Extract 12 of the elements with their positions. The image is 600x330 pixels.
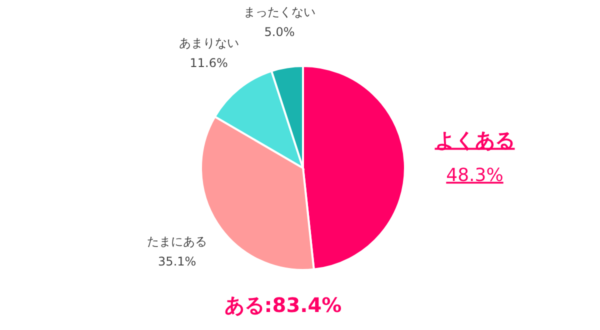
slice-label: たまにある xyxy=(147,234,208,249)
data-label: 35.1% xyxy=(158,254,196,269)
pie-slice xyxy=(302,65,406,270)
slice-label: よくある xyxy=(434,128,515,152)
slice-label: あまりない xyxy=(178,36,239,50)
text: ある:83.4% xyxy=(224,293,342,317)
pie-slice xyxy=(270,65,304,169)
data-label: 48.3% xyxy=(446,164,504,186)
data-label: 11.6% xyxy=(190,56,228,70)
pie-slice xyxy=(214,70,304,169)
slice-label: まったくない xyxy=(244,4,316,19)
data-label: 5.0% xyxy=(264,24,295,39)
